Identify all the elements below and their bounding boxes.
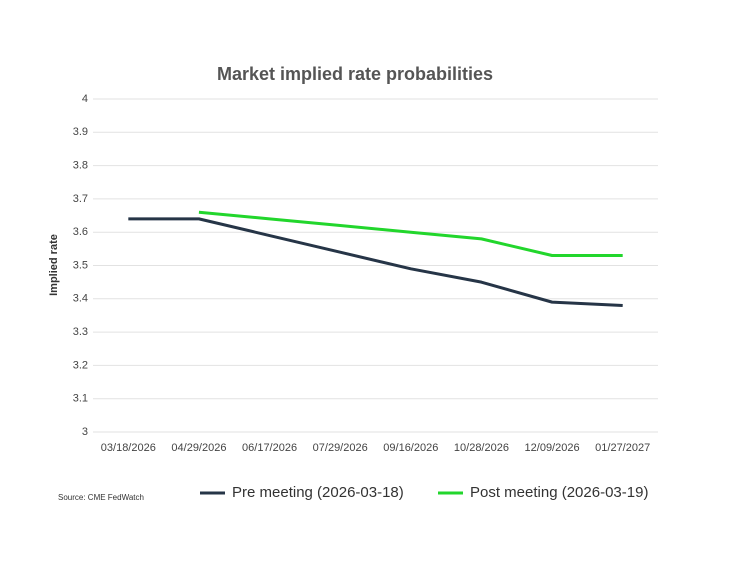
x-tick-label: 12/09/2026 <box>525 442 580 454</box>
legend-label: Pre meeting (2026-03-18) <box>232 484 404 501</box>
y-tick-label: 3.9 <box>73 126 88 138</box>
x-tick-label: 07/29/2026 <box>313 442 368 454</box>
y-tick-label: 3.6 <box>73 226 88 238</box>
series-line <box>198 210 623 258</box>
y-tick-label: 3 <box>82 426 88 438</box>
y-tick-label: 3.1 <box>73 393 88 405</box>
y-tick-label: 3.5 <box>73 259 88 271</box>
x-tick-label: 04/29/2026 <box>171 442 226 454</box>
x-tick-label: 01/27/2027 <box>595 442 650 454</box>
legend-label: Post meeting (2026-03-19) <box>470 484 648 501</box>
chart-title: Market implied rate probabilities <box>217 64 493 84</box>
y-tick-label: 4 <box>82 93 88 105</box>
y-tick-label: 3.4 <box>73 293 88 305</box>
x-tick-label: 10/28/2026 <box>454 442 509 454</box>
source-note: Source: CME FedWatch <box>58 493 144 502</box>
y-tick-label: 3.8 <box>73 160 88 172</box>
y-axis-label: Implied rate <box>48 234 60 296</box>
y-tick-label: 3.3 <box>73 326 88 338</box>
x-tick-label: 03/18/2026 <box>101 442 156 454</box>
y-tick-label: 3.7 <box>73 193 88 205</box>
x-tick-label: 09/16/2026 <box>383 442 438 454</box>
x-tick-label: 06/17/2026 <box>242 442 297 454</box>
y-tick-label: 3.2 <box>73 359 88 371</box>
series-line <box>128 217 623 307</box>
